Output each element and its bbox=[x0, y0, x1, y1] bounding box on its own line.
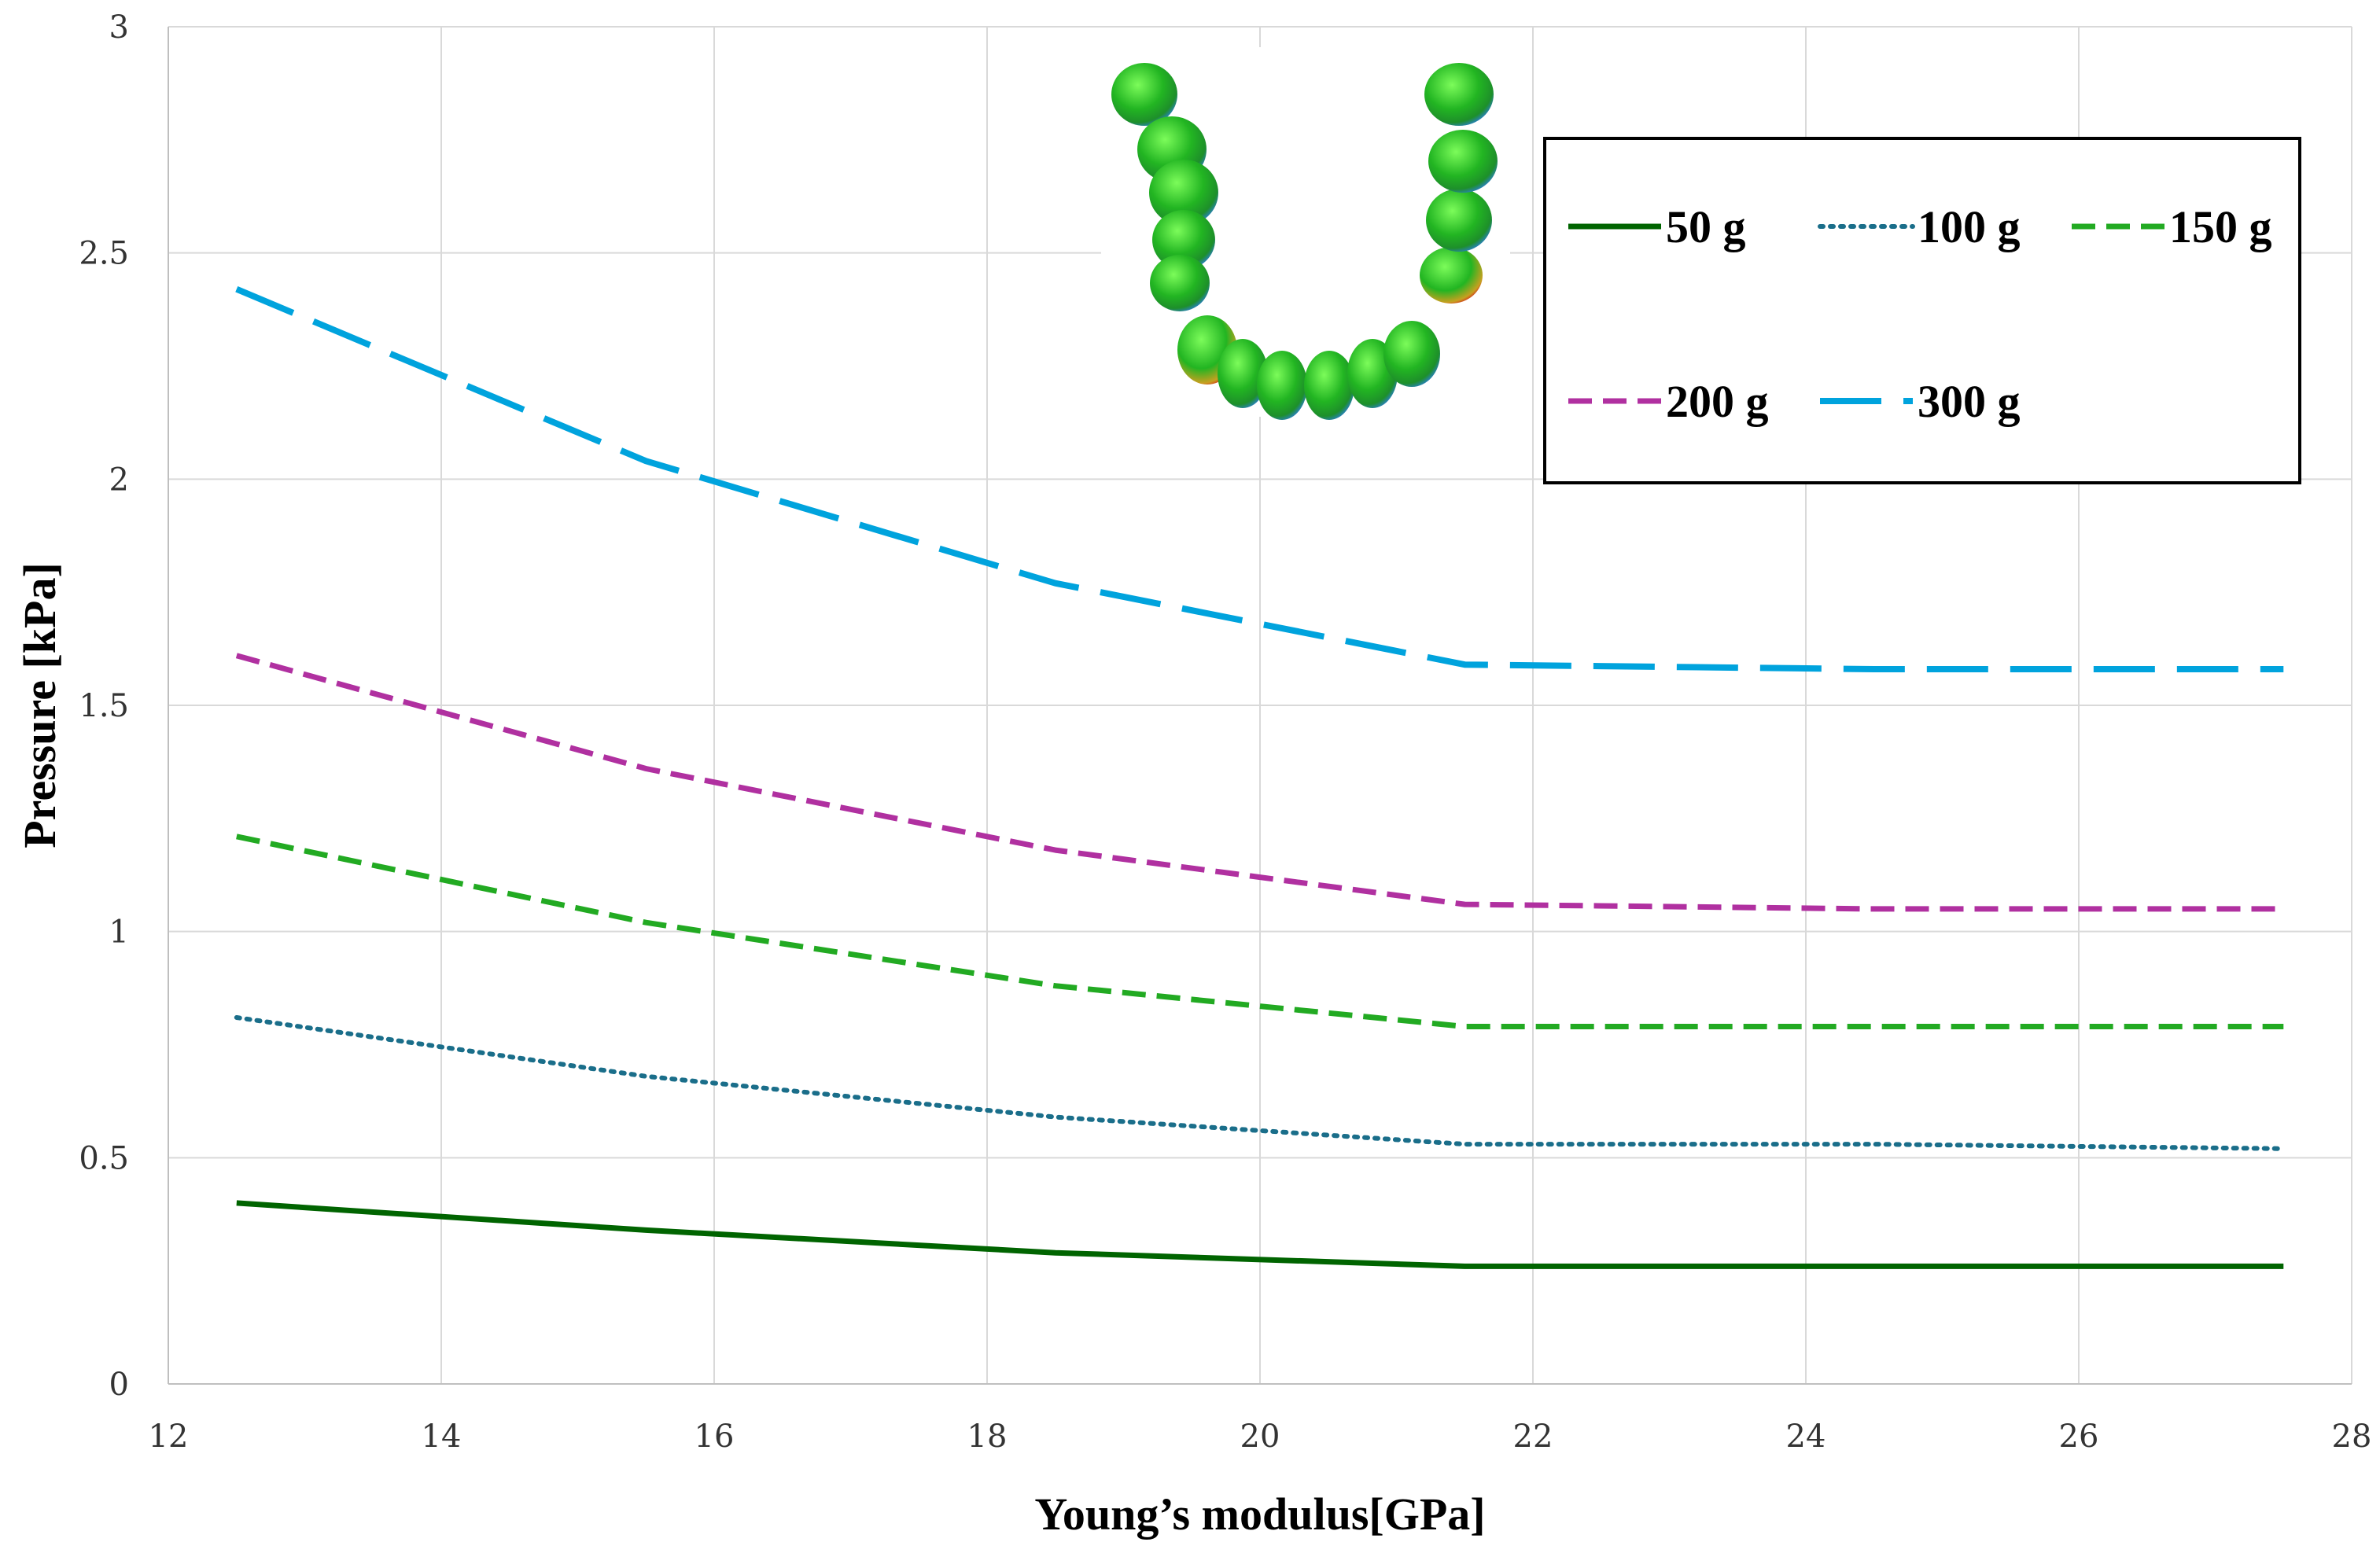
series-line-100g bbox=[234, 1015, 2286, 1151]
axes: 12 14 16 18 20 22 24 26 28 0 0.5 1 1.5 2 2.5 3 Young’s m… bbox=[14, 9, 2371, 1540]
series-lines bbox=[234, 286, 2286, 1269]
y-tick-label: 1.5 bbox=[79, 688, 129, 724]
series-line-150g bbox=[236, 834, 2284, 1029]
x-tick-label: 14 bbox=[422, 1419, 462, 1455]
y-tick-label: 0 bbox=[109, 1367, 129, 1403]
x-tick-label: 16 bbox=[694, 1419, 735, 1455]
x-tick-label: 28 bbox=[2332, 1419, 2372, 1455]
dental-arch-image bbox=[1101, 47, 1510, 420]
y-tick-label: 1 bbox=[109, 915, 129, 951]
series-line-200g bbox=[235, 653, 2284, 912]
y-axis-title: Pressure [kPa] bbox=[14, 562, 65, 848]
legend-label-300g: 300 g bbox=[1918, 376, 2021, 427]
legend-label-200g: 200 g bbox=[1666, 376, 1769, 427]
legend-label-50g: 50 g bbox=[1666, 201, 1746, 252]
y-tick-label: 2.5 bbox=[79, 236, 129, 272]
y-tick-label: 3 bbox=[109, 9, 129, 46]
y-tick-label: 0.5 bbox=[79, 1140, 129, 1176]
x-tick-label: 12 bbox=[149, 1419, 189, 1455]
series-line-300g bbox=[235, 286, 2284, 672]
legend-label-150g: 150 g bbox=[2169, 201, 2272, 252]
legend: 50 g 100 g 150 g 200 g 300 g bbox=[1543, 137, 2301, 484]
legend-label-100g: 100 g bbox=[1918, 201, 2021, 252]
x-tick-label: 26 bbox=[2059, 1419, 2099, 1455]
x-axis-title: Young’s modulus[GPa] bbox=[1034, 1489, 1485, 1540]
series-line-50g bbox=[236, 1200, 2284, 1269]
x-tick-label: 20 bbox=[1240, 1419, 1280, 1455]
x-tick-label: 24 bbox=[1786, 1419, 1826, 1455]
y-tick-label: 2 bbox=[109, 462, 129, 498]
x-tick-label: 18 bbox=[967, 1419, 1008, 1455]
x-tick-label: 22 bbox=[1513, 1419, 1553, 1455]
legend-box bbox=[1543, 137, 2301, 484]
